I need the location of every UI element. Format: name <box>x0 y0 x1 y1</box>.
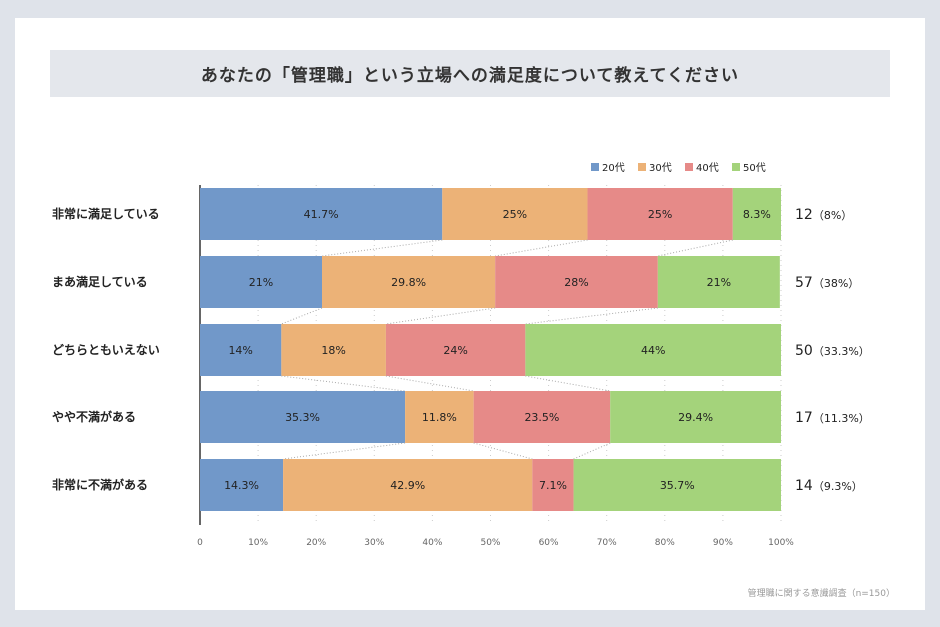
data-label: 21% <box>707 276 731 289</box>
x-tick-label: 60% <box>539 538 559 548</box>
total-count: 50 <box>795 343 813 359</box>
data-label: 35.7% <box>660 479 695 492</box>
legend-swatch <box>638 163 646 171</box>
x-tick-label: 0 <box>197 538 203 548</box>
total-label: 17（11.3%） <box>795 410 870 426</box>
bar-segment <box>385 324 526 376</box>
data-label: 14% <box>228 344 252 357</box>
data-label: 41.7% <box>304 208 339 221</box>
total-percent: （33.3%） <box>813 345 870 358</box>
category-label: 非常に不満がある <box>52 477 148 492</box>
x-tick-label: 30% <box>364 538 384 548</box>
data-label: 18% <box>321 344 345 357</box>
legend-label: 20代 <box>602 162 625 174</box>
bar-segment <box>587 188 733 240</box>
connector-line <box>495 239 588 257</box>
x-tick-label: 50% <box>480 538 500 548</box>
connector-line <box>473 442 533 460</box>
bar-segment <box>283 459 533 511</box>
data-label: 24% <box>443 344 467 357</box>
total-count: 12 <box>795 207 813 223</box>
x-tick-label: 70% <box>597 538 617 548</box>
bar-segment <box>200 459 284 511</box>
page-title: あなたの「管理職」という立場への満足度について教えてください <box>50 50 890 97</box>
total-label: 14（9.3%） <box>795 478 863 494</box>
connector-line <box>281 375 406 392</box>
total-percent: （38%） <box>813 277 859 290</box>
data-label: 8.3% <box>743 208 771 221</box>
legend-swatch <box>591 163 599 171</box>
legend-label: 40代 <box>696 162 719 174</box>
bar-segment <box>200 188 443 240</box>
bar-segment <box>525 324 781 376</box>
connector-line <box>385 307 496 325</box>
x-tick-label: 90% <box>713 538 733 548</box>
bar-segment <box>473 391 611 443</box>
bar-segment <box>200 324 282 376</box>
category-label: まあ満足している <box>52 274 148 289</box>
bar-segment <box>657 256 780 308</box>
total-percent: （8%） <box>813 209 852 222</box>
bar-segment <box>200 391 406 443</box>
data-label: 28% <box>564 276 588 289</box>
legend-label: 30代 <box>649 162 672 174</box>
category-label: 非常に満足している <box>52 206 160 221</box>
data-label: 21% <box>249 276 273 289</box>
connector-line <box>283 442 406 460</box>
connector-line <box>573 442 611 460</box>
data-label: 25% <box>648 208 672 221</box>
total-count: 14 <box>795 478 813 494</box>
bar-segment <box>200 256 323 308</box>
legend-swatch <box>685 163 693 171</box>
bar-segment <box>610 391 781 443</box>
x-tick-label: 10% <box>248 538 268 548</box>
data-label: 25% <box>503 208 527 221</box>
data-label: 29.8% <box>391 276 426 289</box>
card <box>15 18 925 610</box>
data-label: 7.1% <box>539 479 567 492</box>
connector-line <box>385 375 474 392</box>
source-note: 管理職に関する意識調査（n=150） <box>747 589 895 599</box>
connector-line <box>525 375 611 392</box>
connector-line <box>657 239 733 257</box>
data-label: 44% <box>641 344 665 357</box>
total-label: 12（8%） <box>795 207 852 223</box>
total-percent: （9.3%） <box>813 480 863 493</box>
bar-segment <box>532 459 574 511</box>
connector-line <box>321 239 443 257</box>
bar-segment <box>732 188 781 240</box>
category-label: やや不満がある <box>52 409 136 424</box>
data-label: 29.4% <box>678 411 713 424</box>
bar-segment <box>573 459 781 511</box>
x-tick-label: 100% <box>768 538 794 548</box>
total-count: 17 <box>795 410 813 426</box>
data-label: 14.3% <box>224 479 259 492</box>
total-label: 57（38%） <box>795 275 859 291</box>
data-label: 35.3% <box>285 411 320 424</box>
category-label: どちらともいえない <box>52 343 160 357</box>
bar-segment <box>405 391 474 443</box>
total-count: 57 <box>795 275 813 291</box>
data-label: 42.9% <box>390 479 425 492</box>
legend-label: 50代 <box>743 162 766 174</box>
bar-segment <box>322 256 496 308</box>
connector-line <box>281 307 323 325</box>
bar-segment <box>442 188 588 240</box>
bar-segment <box>281 324 386 376</box>
x-tick-label: 20% <box>306 538 326 548</box>
x-tick-label: 40% <box>422 538 442 548</box>
total-label: 50（33.3%） <box>795 343 870 359</box>
data-label: 11.8% <box>422 411 457 424</box>
bar-segment <box>495 256 658 308</box>
data-label: 23.5% <box>524 411 559 424</box>
legend-swatch <box>732 163 740 171</box>
connector-line <box>525 307 658 325</box>
x-tick-label: 80% <box>655 538 675 548</box>
total-percent: （11.3%） <box>813 412 870 425</box>
